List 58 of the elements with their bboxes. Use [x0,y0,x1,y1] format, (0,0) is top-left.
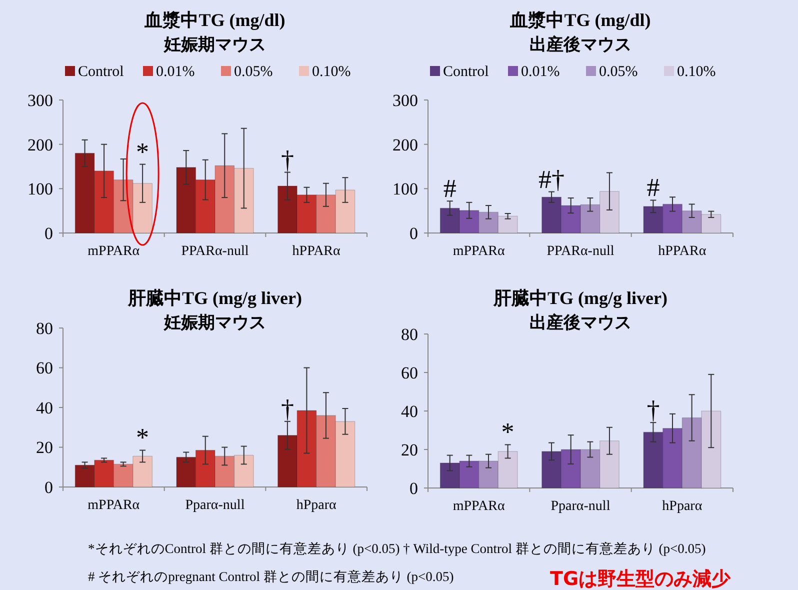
y-tick-label: 0 [44,224,53,243]
chart-title: 肝臓中TG (mg/g liver) [492,288,668,308]
x-tick-label: hPparα [296,498,337,513]
y-tick-label: 20 [36,438,53,458]
text: *それぞれのControl 群との間に有意差あり (p<0.05) † Wild-type Control 群との間に有意差あり (p<0.05) [88,541,706,556]
annotation: † [280,145,294,174]
annotation: # [443,174,456,204]
legend-label: 0.01% [156,64,195,80]
chart-subtitle: 妊娠期マウス [163,35,266,55]
text: TGは野生型のみ減少 [550,568,732,590]
chart-title: 血漿中TG (mg/dl) [509,10,651,30]
x-tick-label: hPPARα [292,244,342,259]
annotation: * [501,418,514,447]
x-tick-label: hPPARα [658,244,707,259]
legend-label: 0.01% [521,64,560,80]
y-tick-label: 300 [392,90,418,110]
x-tick-label: PPARα-null [546,244,614,259]
y-tick-label: 40 [401,402,418,421]
y-tick-label: 80 [36,318,53,338]
y-tick-label: 100 [392,180,418,199]
legend-label: Control [78,64,124,80]
x-tick-label: mPPARα [452,499,506,514]
annotation: † [280,394,294,424]
legend-label: 0.10% [312,64,351,80]
annotation: † [646,396,660,425]
x-tick-label: Pparα-null [550,499,610,514]
y-tick-label: 60 [36,358,53,378]
x-tick-label: Pparα-null [185,498,245,513]
x-tick-label: mPPARα [88,498,140,513]
legend-label: 0.05% [599,64,638,80]
y-tick-label: 300 [28,90,53,110]
x-tick-label: mPPARα [88,244,140,259]
chart-title: 血漿中TG (mg/dl) [144,10,286,30]
x-tick-label: hPparα [662,499,703,514]
y-tick-label: 100 [28,180,53,199]
chart-subtitle: 出産後マウス [530,35,632,55]
x-tick-label: PPARα-null [181,244,249,259]
y-tick-label: 40 [36,398,53,418]
y-tick-label: 0 [44,478,53,497]
y-tick-label: 200 [392,135,418,154]
y-tick-label: 200 [28,135,53,154]
y-tick-label: 0 [410,478,418,498]
chart-title: 肝臓中TG (mg/g liver) [127,288,302,308]
legend-label: 0.10% [677,64,716,80]
text: # それぞれのpregnant Control 群との間に有意差あり (p<0.05) [88,569,454,584]
y-tick-label: 20 [401,440,418,460]
legend-label: 0.05% [234,64,273,80]
chart-subtitle: 妊娠期マウス [163,313,266,333]
y-tick-label: 80 [401,324,418,344]
x-tick-label: mPPARα [452,244,506,259]
legend-label: Control [443,64,489,80]
y-tick-label: 0 [410,224,418,243]
annotation: * [136,423,150,452]
chart-subtitle: 出産後マウス [530,313,632,333]
annotation: # [646,173,660,202]
annotation: * [136,137,150,166]
y-tick-label: 60 [401,363,418,382]
annotation: #† [538,164,565,194]
